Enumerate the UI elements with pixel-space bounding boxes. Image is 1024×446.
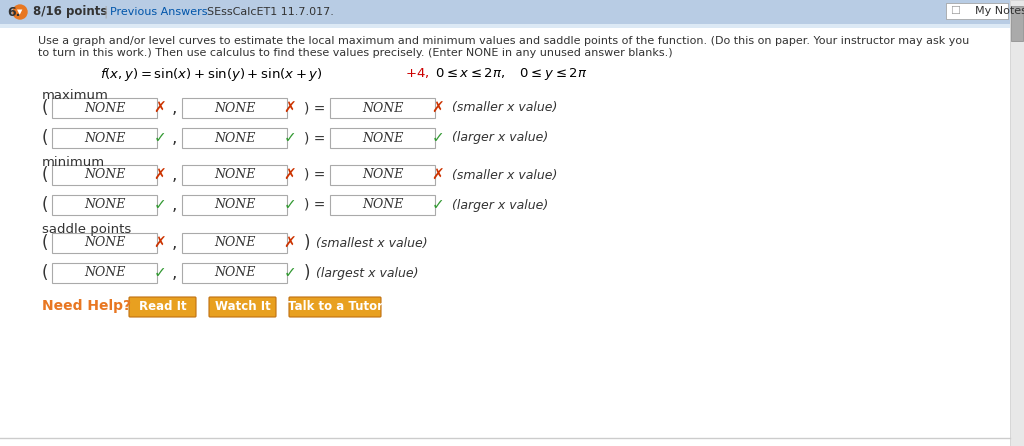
FancyBboxPatch shape xyxy=(52,263,157,283)
FancyBboxPatch shape xyxy=(946,3,1008,19)
FancyBboxPatch shape xyxy=(330,128,435,148)
Circle shape xyxy=(13,5,27,19)
Text: ✓: ✓ xyxy=(154,198,166,212)
FancyBboxPatch shape xyxy=(182,98,287,118)
Text: ,: , xyxy=(172,234,177,252)
FancyBboxPatch shape xyxy=(182,128,287,148)
Text: (: ( xyxy=(42,166,48,184)
FancyBboxPatch shape xyxy=(182,233,287,253)
Text: My Notes: My Notes xyxy=(975,6,1024,16)
FancyBboxPatch shape xyxy=(1011,6,1023,41)
Text: NONE: NONE xyxy=(214,236,255,249)
Text: NONE: NONE xyxy=(214,132,255,145)
Text: ,: , xyxy=(172,196,177,214)
Text: NONE: NONE xyxy=(214,169,255,182)
Text: ✗: ✗ xyxy=(154,100,166,116)
Text: (: ( xyxy=(42,196,48,214)
Text: $f(x, y) = \sin(x) + \sin(y) + \sin(x + y)$: $f(x, y) = \sin(x) + \sin(y) + \sin(x + … xyxy=(100,66,323,83)
Text: ✗: ✗ xyxy=(154,168,166,182)
Text: $+ 4,$: $+ 4,$ xyxy=(406,66,429,80)
Text: (: ( xyxy=(42,264,48,282)
Text: ✗: ✗ xyxy=(284,100,296,116)
Text: maximum: maximum xyxy=(42,89,109,102)
Text: (: ( xyxy=(42,234,48,252)
FancyBboxPatch shape xyxy=(52,98,157,118)
Text: NONE: NONE xyxy=(84,102,125,115)
Text: NONE: NONE xyxy=(361,169,403,182)
Text: minimum: minimum xyxy=(42,156,105,169)
Text: ,: , xyxy=(172,99,177,117)
Text: NONE: NONE xyxy=(84,236,125,249)
Text: NONE: NONE xyxy=(84,132,125,145)
Text: Talk to a Tutor: Talk to a Tutor xyxy=(288,301,383,314)
FancyBboxPatch shape xyxy=(0,24,1010,28)
Text: ): ) xyxy=(304,264,310,282)
Text: $0 \leq x \leq 2\pi,\quad 0 \leq y \leq 2\pi$: $0 \leq x \leq 2\pi,\quad 0 \leq y \leq … xyxy=(435,66,588,82)
Text: NONE: NONE xyxy=(361,102,403,115)
Text: NONE: NONE xyxy=(214,102,255,115)
Text: saddle points: saddle points xyxy=(42,223,131,236)
Text: Watch It: Watch It xyxy=(215,301,270,314)
Text: ,: , xyxy=(172,166,177,184)
Text: (larger x value): (larger x value) xyxy=(452,132,548,145)
Text: ✓: ✓ xyxy=(154,265,166,281)
Text: ✓: ✓ xyxy=(154,131,166,145)
Text: NONE: NONE xyxy=(84,267,125,280)
Text: (larger x value): (larger x value) xyxy=(452,198,548,211)
FancyBboxPatch shape xyxy=(330,165,435,185)
Text: Need Help?: Need Help? xyxy=(42,299,131,313)
Text: ✓: ✓ xyxy=(432,198,444,212)
Text: to turn in this work.) Then use calculus to find these values precisely. (Enter : to turn in this work.) Then use calculus… xyxy=(38,48,673,58)
FancyBboxPatch shape xyxy=(209,297,276,317)
Text: |: | xyxy=(103,5,108,18)
Text: ) =: ) = xyxy=(304,131,326,145)
Text: ✓: ✓ xyxy=(432,131,444,145)
Text: Previous Answers: Previous Answers xyxy=(110,7,208,17)
Text: 6.: 6. xyxy=(7,5,20,18)
Text: ✓: ✓ xyxy=(284,265,296,281)
FancyBboxPatch shape xyxy=(52,128,157,148)
Text: ✗: ✗ xyxy=(284,168,296,182)
Text: ) =: ) = xyxy=(304,101,326,115)
Text: (smaller x value): (smaller x value) xyxy=(452,169,557,182)
Text: (smallest x value): (smallest x value) xyxy=(316,236,428,249)
Text: ✗: ✗ xyxy=(284,235,296,251)
FancyBboxPatch shape xyxy=(52,233,157,253)
Text: NONE: NONE xyxy=(84,169,125,182)
Text: NONE: NONE xyxy=(214,198,255,211)
FancyBboxPatch shape xyxy=(0,0,1010,24)
FancyBboxPatch shape xyxy=(182,263,287,283)
Text: ) =: ) = xyxy=(304,198,326,212)
Text: ,: , xyxy=(172,264,177,282)
Text: (: ( xyxy=(42,99,48,117)
FancyBboxPatch shape xyxy=(330,195,435,215)
Text: ✓: ✓ xyxy=(284,198,296,212)
FancyBboxPatch shape xyxy=(52,165,157,185)
FancyBboxPatch shape xyxy=(289,297,381,317)
Text: ✗: ✗ xyxy=(154,235,166,251)
Text: ▼: ▼ xyxy=(17,9,23,15)
FancyBboxPatch shape xyxy=(129,297,196,317)
Text: NONE: NONE xyxy=(84,198,125,211)
Text: 8/16 points: 8/16 points xyxy=(33,5,108,18)
Text: ✗: ✗ xyxy=(432,100,444,116)
FancyBboxPatch shape xyxy=(330,98,435,118)
Text: ☐: ☐ xyxy=(950,6,961,16)
FancyBboxPatch shape xyxy=(1010,0,1024,446)
Text: (largest x value): (largest x value) xyxy=(316,267,419,280)
Text: NONE: NONE xyxy=(361,198,403,211)
Text: ): ) xyxy=(304,234,310,252)
FancyBboxPatch shape xyxy=(52,195,157,215)
Text: NONE: NONE xyxy=(361,132,403,145)
Text: ) =: ) = xyxy=(304,168,326,182)
Text: ✗: ✗ xyxy=(432,168,444,182)
Text: ✓: ✓ xyxy=(284,131,296,145)
Text: (smaller x value): (smaller x value) xyxy=(452,102,557,115)
Text: SEssCalcET1 11.7.017.: SEssCalcET1 11.7.017. xyxy=(207,7,334,17)
Text: NONE: NONE xyxy=(214,267,255,280)
Text: Use a graph and/or level curves to estimate the local maximum and minimum values: Use a graph and/or level curves to estim… xyxy=(38,36,970,46)
Text: (: ( xyxy=(42,129,48,147)
Text: Read It: Read It xyxy=(138,301,186,314)
Text: ,: , xyxy=(172,129,177,147)
